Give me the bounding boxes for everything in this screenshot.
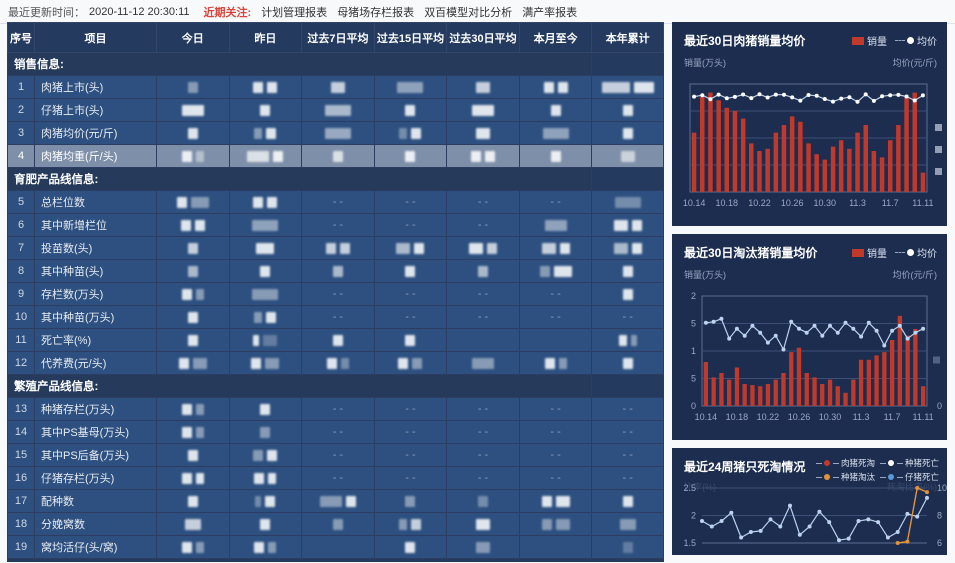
svg-text:8: 8 bbox=[937, 511, 942, 521]
svg-text:11.7: 11.7 bbox=[882, 198, 899, 208]
svg-text:10: 10 bbox=[937, 483, 947, 493]
svg-text:10.18: 10.18 bbox=[726, 412, 749, 422]
svg-text:11.3: 11.3 bbox=[849, 198, 866, 208]
svg-text:2: 2 bbox=[691, 291, 696, 301]
svg-text:1: 1 bbox=[691, 346, 696, 356]
svg-text:10.14: 10.14 bbox=[683, 198, 706, 208]
svg-text:0: 0 bbox=[691, 401, 696, 411]
svg-text:2.5: 2.5 bbox=[683, 483, 696, 493]
svg-text:10.14: 10.14 bbox=[695, 412, 718, 422]
svg-text:10.22: 10.22 bbox=[757, 412, 780, 422]
svg-text:5: 5 bbox=[691, 319, 696, 329]
svg-text:10.26: 10.26 bbox=[788, 412, 811, 422]
svg-text:6: 6 bbox=[937, 538, 942, 548]
svg-text:11.11: 11.11 bbox=[912, 198, 933, 208]
svg-text:2: 2 bbox=[691, 511, 696, 521]
svg-text:10.30: 10.30 bbox=[819, 412, 842, 422]
svg-text:10.22: 10.22 bbox=[748, 198, 771, 208]
svg-text:0: 0 bbox=[937, 401, 942, 411]
svg-text:10.18: 10.18 bbox=[716, 198, 739, 208]
svg-text:11.7: 11.7 bbox=[884, 412, 901, 422]
svg-text:10.30: 10.30 bbox=[814, 198, 837, 208]
svg-text:11.11: 11.11 bbox=[913, 412, 934, 422]
svg-text:11.3: 11.3 bbox=[853, 412, 870, 422]
svg-text:10.26: 10.26 bbox=[781, 198, 804, 208]
svg-text:1.5: 1.5 bbox=[683, 538, 696, 548]
svg-text:5: 5 bbox=[691, 374, 696, 384]
